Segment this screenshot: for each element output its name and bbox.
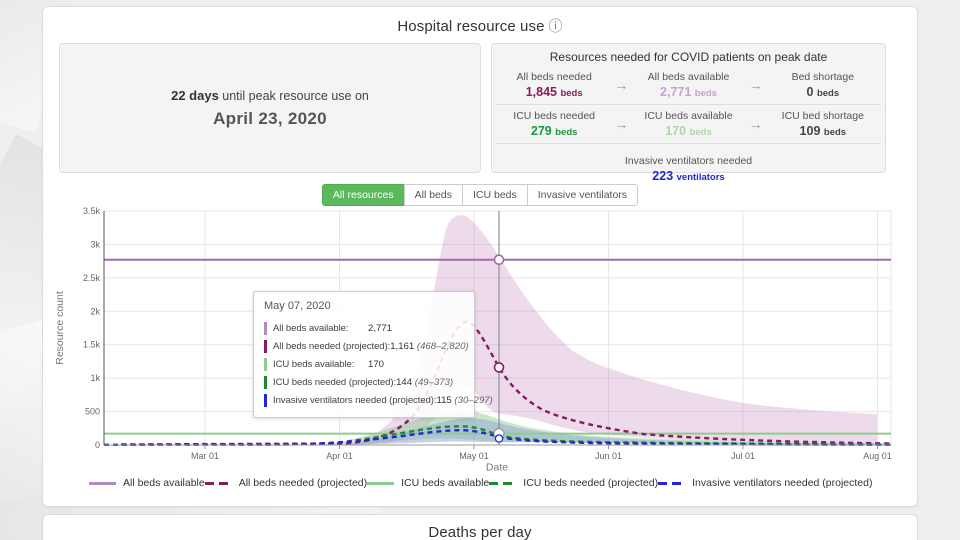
days-count: 22 days bbox=[171, 87, 219, 103]
x-axis-label: Date bbox=[486, 462, 508, 472]
deaths-per-day-card: Deaths per day bbox=[42, 514, 918, 540]
tooltip-row: ICU beds needed (projected): 144 (49–373… bbox=[264, 374, 466, 392]
icu-bed-shortage-stat: ICU bed shortage 109 beds bbox=[781, 110, 864, 138]
arrow-icon: → bbox=[614, 116, 629, 132]
icu-beds-needed-value: 279 bbox=[530, 124, 552, 138]
y-tick: 1k bbox=[90, 373, 100, 383]
y-tick: 0 bbox=[95, 440, 100, 450]
tooltip-row: Invasive ventilators needed (projected):… bbox=[264, 392, 493, 410]
resource-tabs: All resources All beds ICU beds Invasive… bbox=[43, 184, 917, 206]
info-icon[interactable]: ⓘ bbox=[548, 18, 563, 34]
series-color-bar bbox=[264, 321, 267, 335]
icu-beds-available-stat: ICU beds available 170 beds bbox=[644, 110, 733, 138]
series-color-bar bbox=[264, 357, 267, 371]
icu-beds-needed-stat: ICU beds needed 279 beds bbox=[513, 110, 596, 138]
divider bbox=[496, 104, 881, 105]
divider bbox=[496, 143, 881, 144]
all-beds-available-stat: All beds available 2,771 beds bbox=[647, 71, 730, 99]
days-until-peak: 22 days until peak resource use on bbox=[171, 88, 369, 103]
y-tick: 1.5k bbox=[83, 340, 101, 350]
arrow-icon: → bbox=[614, 77, 629, 93]
hover-marker-all-beds-needed bbox=[493, 362, 505, 373]
tab-invasive-ventilators[interactable]: Invasive ventilators bbox=[526, 184, 639, 206]
series-color-bar bbox=[264, 394, 267, 408]
unit: beds bbox=[823, 127, 847, 138]
hover-marker-ventilators bbox=[494, 434, 504, 443]
x-tick: Apr 01 bbox=[326, 451, 353, 461]
tooltip-row: ICU beds available: 170 bbox=[264, 355, 466, 373]
icu-bed-shortage-value: 109 bbox=[799, 124, 821, 138]
unit: ventilators bbox=[676, 172, 725, 183]
days-suffix: until peak resource use on bbox=[218, 88, 369, 103]
y-tick: 500 bbox=[85, 407, 100, 417]
peak-date-panel: 22 days until peak resource use on April… bbox=[59, 43, 481, 173]
x-tick: Aug 01 bbox=[863, 451, 892, 461]
legend-ventilators-needed[interactable]: Invasive ventilators needed (projected) bbox=[658, 477, 872, 489]
resources-needed-panel: Resources needed for COVID patients on p… bbox=[491, 43, 886, 183]
x-tick: Jun 01 bbox=[595, 451, 622, 461]
arrow-icon: → bbox=[748, 77, 763, 93]
unit: beds bbox=[689, 127, 712, 138]
legend-swatch bbox=[204, 481, 232, 485]
chart-tooltip: May 07, 2020 All beds available: 2,771 A… bbox=[253, 291, 493, 418]
all-beds-needed-value: 1,845 bbox=[525, 85, 557, 99]
all-beds-needed-band bbox=[343, 215, 877, 445]
tooltip-row: All beds available: 2,771 bbox=[264, 319, 466, 337]
chart-legend: All beds available All beds needed (proj… bbox=[43, 477, 917, 489]
resource-chart[interactable]: 0 500 1k 1.5k 2k 2.5k 3k 3.5k Mar 01 Apr… bbox=[43, 206, 919, 471]
unit: beds bbox=[694, 88, 717, 99]
page-title-text: Hospital resource use bbox=[397, 18, 545, 35]
icu-beds-row: ICU beds needed 279 beds → ICU beds avai… bbox=[492, 105, 885, 143]
all-beds-needed-stat: All beds needed 1,845 beds bbox=[516, 71, 592, 99]
chart-area: 0 500 1k 1.5k 2k 2.5k 3k 3.5k Mar 01 Apr… bbox=[43, 206, 919, 471]
x-tick: May 01 bbox=[459, 451, 489, 461]
tab-icu-beds[interactable]: ICU beds bbox=[461, 184, 528, 206]
legend-all-beds-available[interactable]: All beds available bbox=[89, 477, 205, 489]
y-axis-label: Resource count bbox=[54, 291, 66, 365]
ventilators-needed-stat: Invasive ventilators needed 223 ventilat… bbox=[624, 155, 753, 183]
all-beds-row: All beds needed 1,845 beds → All beds av… bbox=[492, 66, 885, 104]
unit: beds bbox=[816, 88, 840, 99]
icu-beds-available-value: 170 bbox=[665, 124, 687, 138]
y-tick: 3k bbox=[90, 239, 100, 249]
all-beds-needed-curve bbox=[120, 320, 892, 446]
legend-swatch bbox=[367, 481, 395, 485]
legend-all-beds-needed[interactable]: All beds needed (projected) bbox=[204, 477, 367, 489]
ventilators-row: Invasive ventilators needed 223 ventilat… bbox=[492, 144, 885, 194]
tooltip-row: All beds needed (projected): 1,161 (468–… bbox=[264, 337, 469, 355]
x-tick: Mar 01 bbox=[191, 451, 219, 461]
all-beds-available-value: 2,771 bbox=[660, 85, 692, 99]
unit: beds bbox=[555, 127, 578, 138]
peak-date: April 23, 2020 bbox=[213, 108, 327, 128]
y-tick: 3.5k bbox=[83, 206, 101, 216]
y-tick: 2k bbox=[90, 306, 100, 316]
tab-all-resources[interactable]: All resources bbox=[321, 184, 405, 206]
unit: beds bbox=[560, 88, 583, 99]
tab-all-beds[interactable]: All beds bbox=[403, 184, 463, 206]
series-color-bar bbox=[264, 376, 267, 390]
hover-marker-all-beds-available bbox=[493, 254, 505, 266]
ventilators-needed-band bbox=[343, 418, 891, 445]
legend-swatch bbox=[89, 481, 116, 485]
hospital-resource-card: Hospital resource use ⓘ 22 days until pea… bbox=[42, 6, 918, 507]
legend-swatch bbox=[489, 481, 517, 485]
ventilators-needed-value: 223 bbox=[652, 169, 674, 183]
y-tick: 2.5k bbox=[83, 273, 101, 283]
legend-icu-beds-needed[interactable]: ICU beds needed (projected) bbox=[489, 477, 658, 489]
legend-swatch bbox=[658, 481, 686, 485]
series-color-bar bbox=[264, 339, 267, 353]
bed-shortage-value: 0 bbox=[806, 85, 814, 99]
legend-icu-beds-available[interactable]: ICU beds available bbox=[367, 477, 489, 489]
x-tick: Jul 01 bbox=[731, 451, 755, 461]
tooltip-date: May 07, 2020 bbox=[264, 300, 331, 312]
resources-panel-title: Resources needed for COVID patients on p… bbox=[549, 50, 828, 64]
arrow-icon: → bbox=[748, 116, 763, 132]
bed-shortage-stat: Bed shortage 0 beds bbox=[791, 71, 855, 99]
page-title: Hospital resource use ⓘ bbox=[43, 7, 917, 36]
deaths-card-title: Deaths per day bbox=[428, 524, 532, 540]
